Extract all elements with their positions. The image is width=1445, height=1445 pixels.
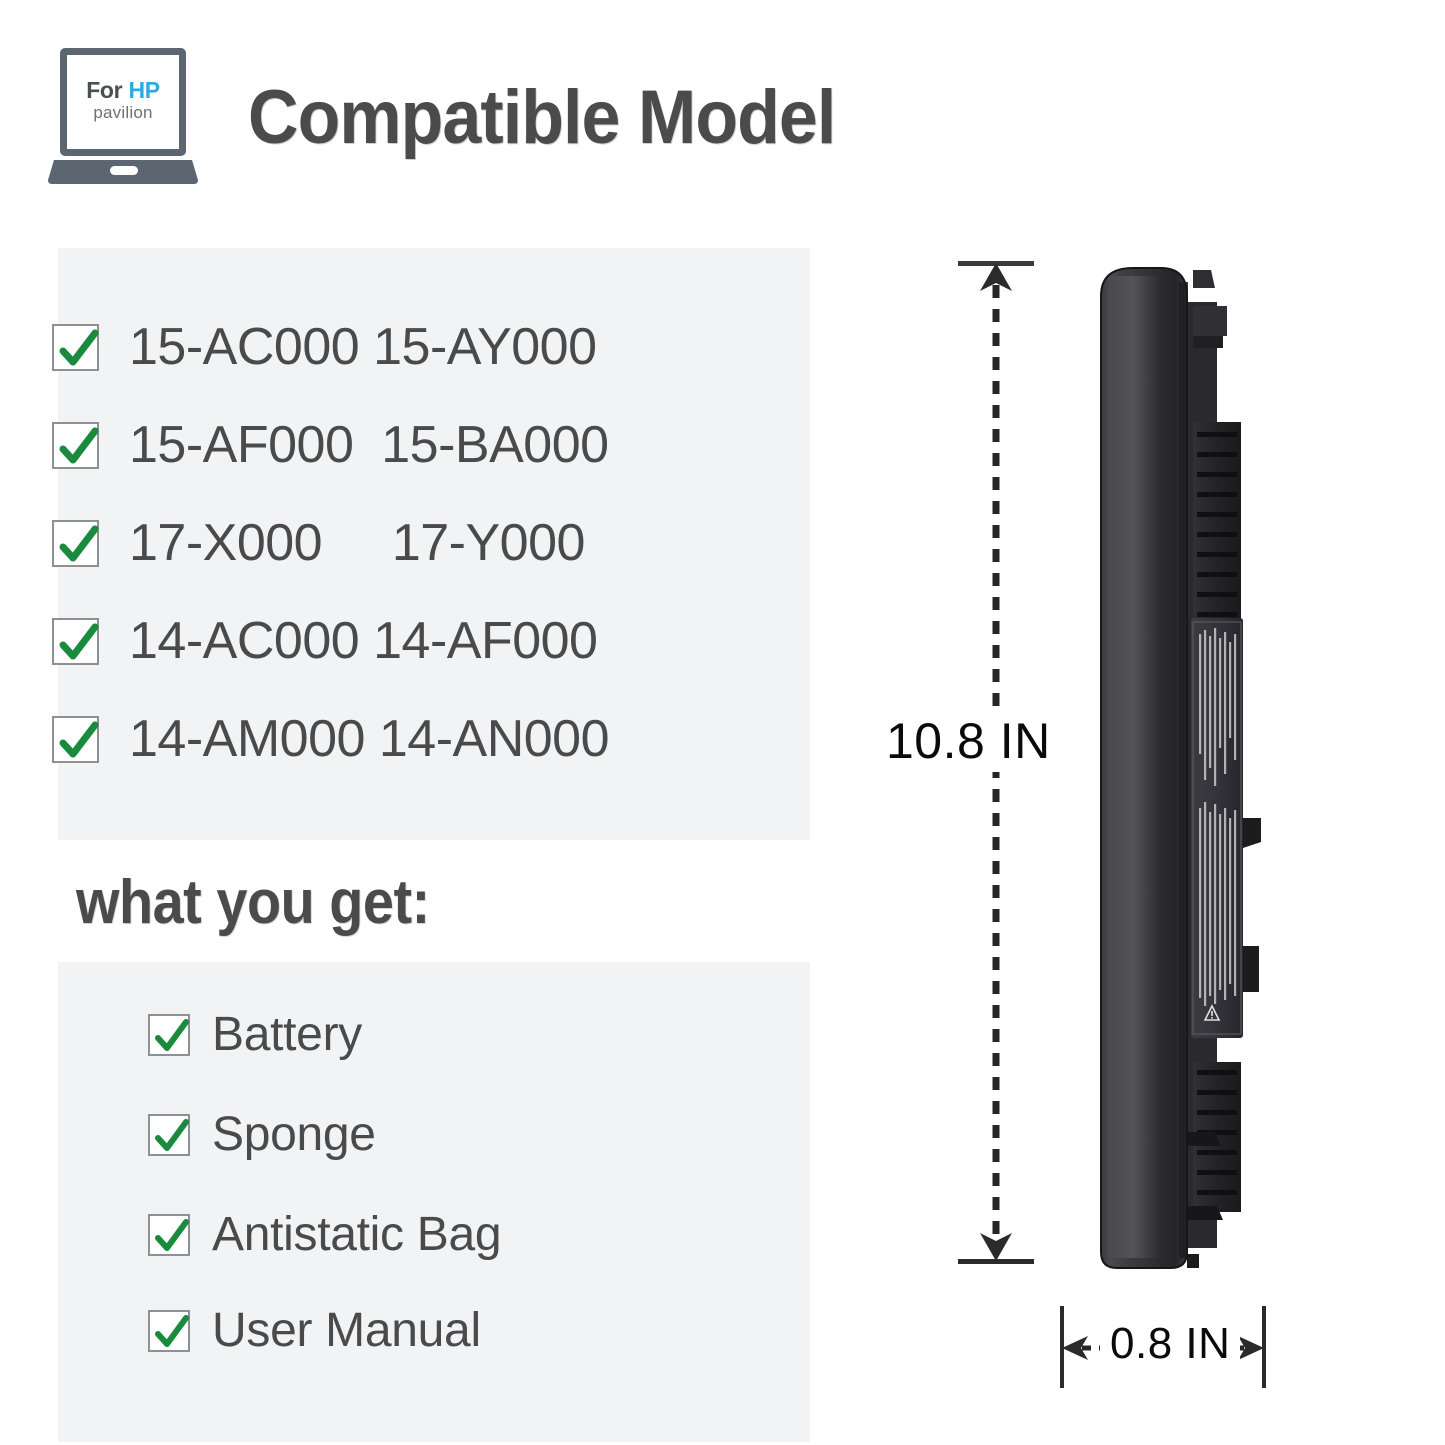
list-item-label: Antistatic Bag: [212, 1208, 502, 1261]
model-row: 15-AC000 15-AY000: [52, 318, 597, 376]
logo-line-1: For HP: [86, 79, 160, 102]
for-hp-pavilion-laptop-icon: For HP pavilion: [48, 48, 198, 188]
laptop-base: [48, 158, 198, 184]
list-item: Sponge: [148, 1110, 376, 1160]
model-row: 17-X000 17-Y000: [52, 514, 585, 572]
width-dimension-line: [1058, 1300, 1268, 1400]
logo-for-text: For: [86, 77, 129, 104]
checkbox-checked[interactable]: [52, 519, 99, 567]
checkbox-checked[interactable]: [148, 1310, 190, 1352]
checkbox-checked[interactable]: [52, 421, 99, 469]
model-row: 15-AF000 15-BA000: [52, 416, 609, 474]
checkbox-checked[interactable]: [148, 1014, 190, 1056]
checkbox-checked[interactable]: [52, 715, 99, 763]
list-item-label: User Manual: [212, 1304, 481, 1357]
checkbox-checked[interactable]: [52, 617, 99, 665]
page-title: Compatible Model: [248, 75, 836, 160]
model-label: 14-AC000 14-AF000: [129, 612, 598, 670]
model-row: 14-AC000 14-AF000: [52, 612, 598, 670]
compatible-models-panel: [58, 248, 810, 840]
logo-pavilion-text: pavilion: [93, 103, 153, 123]
height-dimension-label: 10.8 IN: [878, 710, 1059, 772]
laptop-screen: For HP pavilion: [60, 48, 186, 156]
checkbox-checked[interactable]: [148, 1114, 190, 1156]
checkbox-checked[interactable]: [52, 323, 99, 371]
list-item: User Manual: [148, 1306, 481, 1356]
model-label: 15-AC000 15-AY000: [129, 318, 597, 376]
product-photo-battery: [1075, 262, 1335, 1274]
list-item-label: Sponge: [212, 1108, 376, 1161]
list-item: Battery: [148, 1010, 362, 1060]
list-item-label: Battery: [212, 1008, 362, 1061]
checkbox-checked[interactable]: [148, 1214, 190, 1256]
width-dimension-label: 0.8 IN: [1100, 1318, 1241, 1370]
section-heading-what-you-get: what you get:: [76, 868, 430, 937]
model-label: 17-X000 17-Y000: [129, 514, 585, 572]
model-row: 14-AM000 14-AN000: [52, 710, 610, 768]
header: For HP pavilion Compatible Model: [0, 0, 1000, 220]
model-label: 15-AF000 15-BA000: [129, 416, 609, 474]
logo-hp-text: HP: [128, 77, 160, 104]
list-item: Antistatic Bag: [148, 1208, 502, 1261]
model-label: 14-AM000 14-AN000: [129, 710, 610, 768]
